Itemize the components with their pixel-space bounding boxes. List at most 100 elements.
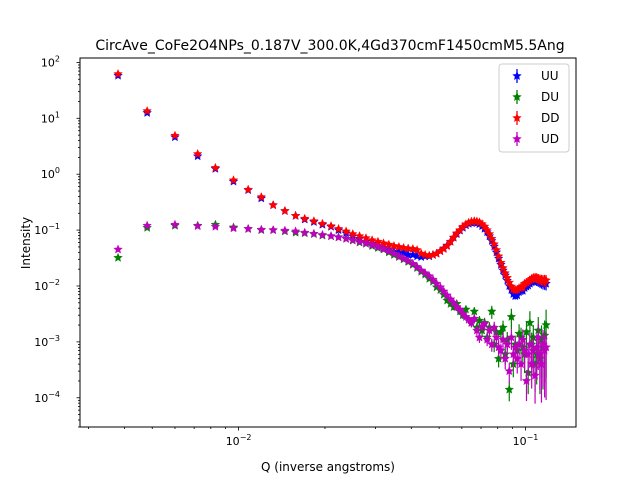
data-point xyxy=(479,318,490,328)
data-point xyxy=(256,224,267,234)
data-point xyxy=(210,221,221,231)
x-tick-label: 10−1 xyxy=(513,433,539,448)
data-point xyxy=(487,306,497,316)
data-point xyxy=(333,223,344,233)
data-point xyxy=(541,275,551,285)
data-point xyxy=(354,236,365,246)
data-point xyxy=(228,223,239,233)
data-point xyxy=(403,243,413,253)
data-point xyxy=(280,225,290,235)
data-point xyxy=(428,274,438,284)
legend-label: UU xyxy=(541,69,559,83)
data-point xyxy=(482,334,492,344)
chart-title: CircAve_CoFe2O4NPs_0.187V_300.0K,4Gd370c… xyxy=(95,38,564,54)
data-point xyxy=(170,219,180,229)
data-point xyxy=(438,286,449,296)
y-tick-label: 102 xyxy=(41,54,60,69)
data-point xyxy=(290,226,301,236)
data-point xyxy=(326,231,336,241)
data-point xyxy=(474,332,485,342)
y-tick-label: 101 xyxy=(41,110,60,125)
legend-label: UD xyxy=(541,132,559,146)
data-point xyxy=(317,229,328,239)
data-point xyxy=(317,218,328,228)
data-point xyxy=(498,334,508,344)
data-point xyxy=(170,130,180,140)
data-point xyxy=(533,332,544,342)
data-point xyxy=(341,226,351,236)
legend: UU DU DD UD xyxy=(498,63,570,153)
series-ud xyxy=(113,219,551,404)
axis-ticks: 10−2 10−1 10−4 10−3 10−2 10−1 100 101 102 xyxy=(34,54,538,448)
data-point xyxy=(142,106,152,116)
data-point xyxy=(491,332,502,342)
data-point xyxy=(113,252,123,262)
data-point xyxy=(541,320,551,330)
legend-label: DD xyxy=(541,111,559,125)
legend-marker xyxy=(512,133,522,144)
data-point xyxy=(333,232,344,242)
data-point xyxy=(498,322,508,332)
legend-box xyxy=(498,63,570,153)
data-point xyxy=(299,213,310,223)
data-point xyxy=(398,242,409,252)
data-point xyxy=(448,232,459,242)
data-point xyxy=(309,216,319,226)
data-point xyxy=(489,322,499,332)
data-point xyxy=(256,192,267,202)
data-point xyxy=(504,384,515,394)
data-point xyxy=(326,221,336,231)
legend-marker xyxy=(512,112,522,123)
data-point xyxy=(341,233,351,243)
data-point xyxy=(469,313,480,323)
data-point xyxy=(389,240,399,251)
data-point xyxy=(500,353,511,363)
data-point xyxy=(442,290,452,300)
legend-label: DU xyxy=(541,90,559,104)
x-axis-label: Q (inverse angstroms) xyxy=(261,460,395,474)
data-point xyxy=(347,235,358,245)
data-point xyxy=(367,240,377,250)
y-tick-label: 100 xyxy=(41,166,60,181)
data-point xyxy=(394,241,404,251)
data-point xyxy=(243,184,253,194)
series-dd xyxy=(113,69,551,295)
data-point xyxy=(496,345,506,355)
legend-entry-ud: UD xyxy=(512,132,559,146)
data-point xyxy=(502,339,513,349)
data-point xyxy=(442,240,452,251)
y-tick-label: 10−3 xyxy=(34,334,60,349)
data-point xyxy=(521,375,532,386)
data-point xyxy=(541,342,551,352)
data-point xyxy=(290,210,301,220)
data-point xyxy=(268,225,278,235)
legend-marker xyxy=(512,91,522,102)
data-point xyxy=(210,162,221,172)
data-series-layer xyxy=(113,69,551,404)
data-point xyxy=(493,251,504,261)
y-tick-label: 10−2 xyxy=(34,278,60,293)
y-axis-label: Intensity xyxy=(19,217,33,269)
data-point xyxy=(113,244,123,254)
data-point xyxy=(487,339,497,349)
data-point xyxy=(525,317,535,327)
data-point xyxy=(309,228,319,238)
data-point xyxy=(469,306,480,316)
data-point xyxy=(228,175,239,185)
data-point xyxy=(243,223,253,233)
data-point xyxy=(113,69,123,79)
data-point xyxy=(445,236,456,246)
data-point xyxy=(435,282,446,292)
data-point xyxy=(142,220,152,230)
legend-entry-uu: UU xyxy=(512,69,559,83)
data-point xyxy=(192,221,203,231)
data-point xyxy=(299,227,310,237)
data-point xyxy=(506,311,517,321)
data-point xyxy=(361,238,371,248)
data-point xyxy=(280,205,290,216)
y-tick-label: 10−1 xyxy=(34,222,60,237)
x-tick-label: 10−2 xyxy=(226,433,252,448)
legend-marker xyxy=(512,70,522,81)
data-point xyxy=(504,366,515,376)
